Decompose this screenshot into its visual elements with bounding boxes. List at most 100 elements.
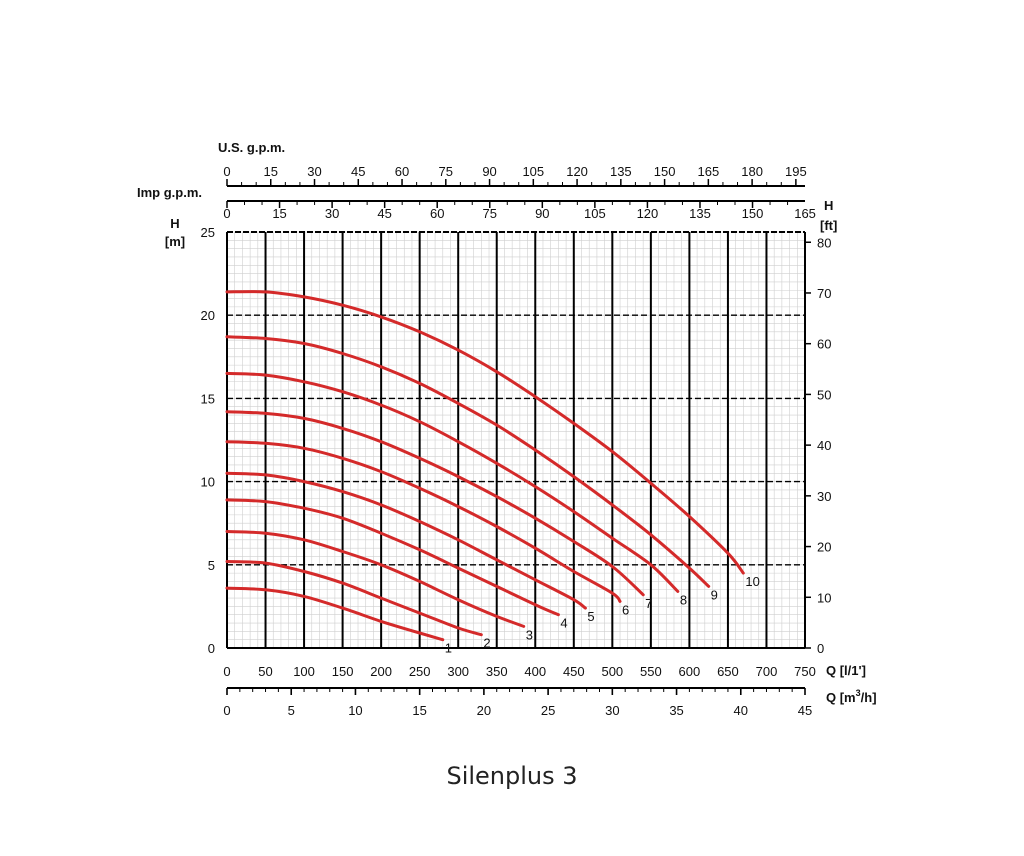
- m3h-tick-label: 40: [734, 703, 748, 718]
- imp-gpm-tick-label: 165: [794, 206, 816, 221]
- m3h-tick-label: 15: [412, 703, 426, 718]
- us-gpm-tick-label: 90: [482, 164, 496, 179]
- imp-gpm-tick-label: 60: [430, 206, 444, 221]
- m3h-tick-label: 10: [348, 703, 362, 718]
- curve-label-1: 1: [445, 641, 452, 656]
- us-gpm-tick-label: 150: [654, 164, 676, 179]
- m3h-tick-label: 0: [223, 703, 230, 718]
- imp-gpm-tick-label: 15: [272, 206, 286, 221]
- us-gpm-tick-label: 120: [566, 164, 588, 179]
- imp-gpm-tick-label: 30: [325, 206, 339, 221]
- y2-tick-label: 0: [817, 641, 824, 656]
- imp-gpm-tick-label: 45: [377, 206, 391, 221]
- x-tick-label: 350: [486, 664, 508, 679]
- pump-curve-4: [225, 498, 560, 617]
- pump-curve-2: [225, 560, 483, 637]
- y-tick-label: 5: [208, 558, 215, 573]
- curve-label-5: 5: [587, 609, 594, 624]
- y2-tick-label: 30: [817, 489, 831, 504]
- y-tick-label: 25: [201, 225, 215, 240]
- us-gpm-tick-label: 105: [522, 164, 544, 179]
- curve-label-9: 9: [711, 587, 718, 602]
- right-axis-title-unit: [ft]: [820, 218, 837, 233]
- curve-label-10: 10: [745, 574, 759, 589]
- curve-label-2: 2: [483, 636, 490, 651]
- pump-curve-6: [225, 440, 622, 603]
- us-gpm-tick-label: 60: [395, 164, 409, 179]
- y-tick-label: 0: [208, 641, 215, 656]
- us-gpm-tick-label: 180: [741, 164, 763, 179]
- x-tick-label: 400: [524, 664, 546, 679]
- y2-tick-label: 50: [817, 387, 831, 402]
- y2-tick-label: 80: [817, 235, 831, 250]
- us-gpm-axis-title: U.S. g.p.m.: [218, 140, 285, 155]
- x-tick-label: 550: [640, 664, 662, 679]
- x-tick-label: 600: [679, 664, 701, 679]
- imp-gpm-tick-label: 75: [483, 206, 497, 221]
- us-gpm-tick-label: 15: [264, 164, 278, 179]
- imp-gpm-tick-label: 0: [223, 206, 230, 221]
- us-gpm-tick-label: 0: [223, 164, 230, 179]
- curve-label-6: 6: [622, 602, 629, 617]
- pump-curve-10: [225, 290, 745, 575]
- imp-gpm-tick-label: 120: [637, 206, 659, 221]
- curve-label-8: 8: [680, 592, 687, 607]
- chart-caption: Silenplus 3: [446, 762, 577, 790]
- imp-gpm-tick-label: 90: [535, 206, 549, 221]
- pump-curve-5: [225, 471, 587, 610]
- curve-label-4: 4: [560, 616, 567, 631]
- us-gpm-tick-label: 135: [610, 164, 632, 179]
- m3h-tick-label: 45: [798, 703, 812, 718]
- y2-tick-label: 10: [817, 590, 831, 605]
- m3h-tick-label: 20: [477, 703, 491, 718]
- imp-gpm-axis-title: Imp g.p.m.: [137, 185, 202, 200]
- x-tick-label: 200: [370, 664, 392, 679]
- left-axis-title: H [m]: [165, 216, 185, 249]
- y2-tick-label: 40: [817, 438, 831, 453]
- y2-tick-label: 70: [817, 286, 831, 301]
- flow-m3h-axis-title: Q [m3/h]: [826, 688, 877, 705]
- x-tick-label: 500: [601, 664, 623, 679]
- imp-gpm-tick-label: 135: [689, 206, 711, 221]
- x-tick-label: 0: [223, 664, 230, 679]
- pump-curve-7: [225, 410, 645, 597]
- x-tick-label: 700: [756, 664, 778, 679]
- y2-tick-label: 60: [817, 337, 831, 352]
- us-gpm-tick-label: 45: [351, 164, 365, 179]
- y-tick-label: 15: [201, 391, 215, 406]
- x-tick-label: 50: [258, 664, 272, 679]
- pump-curve-8: [225, 371, 680, 593]
- curve-label-7: 7: [645, 596, 652, 611]
- y-tick-label: 10: [201, 475, 215, 490]
- imp-gpm-tick-label: 105: [584, 206, 606, 221]
- x-tick-label: 300: [447, 664, 469, 679]
- x-tick-label: 650: [717, 664, 739, 679]
- left-axis-title-h: H: [170, 216, 179, 231]
- x-tick-label: 100: [293, 664, 315, 679]
- us-gpm-tick-label: 30: [307, 164, 321, 179]
- x-tick-label: 150: [332, 664, 354, 679]
- y2-tick-label: 20: [817, 540, 831, 555]
- us-gpm-tick-label: 75: [439, 164, 453, 179]
- left-axis-title-unit: [m]: [165, 234, 185, 249]
- x-tick-label: 450: [563, 664, 585, 679]
- pump-curve-3: [225, 530, 526, 628]
- pump-curve-9: [225, 335, 711, 588]
- x-tick-label: 250: [409, 664, 431, 679]
- m3h-tick-label: 30: [605, 703, 619, 718]
- y-tick-label: 20: [201, 308, 215, 323]
- curve-label-3: 3: [526, 627, 533, 642]
- x-tick-label: 750: [794, 664, 816, 679]
- m3h-tick-label: 25: [541, 703, 555, 718]
- right-axis-title-h: H: [824, 198, 833, 213]
- pump-curve-1: [225, 586, 445, 642]
- imp-gpm-tick-label: 150: [742, 206, 764, 221]
- curves: 1 2 3 4 5 6 7 8 9 10: [225, 290, 760, 656]
- us-gpm-tick-label: 195: [785, 164, 807, 179]
- m3h-tick-label: 35: [669, 703, 683, 718]
- flow-lpm-axis-title: Q [l/1']: [826, 663, 866, 678]
- m3h-tick-label: 5: [288, 703, 295, 718]
- right-axis-title: H [ft]: [820, 198, 837, 233]
